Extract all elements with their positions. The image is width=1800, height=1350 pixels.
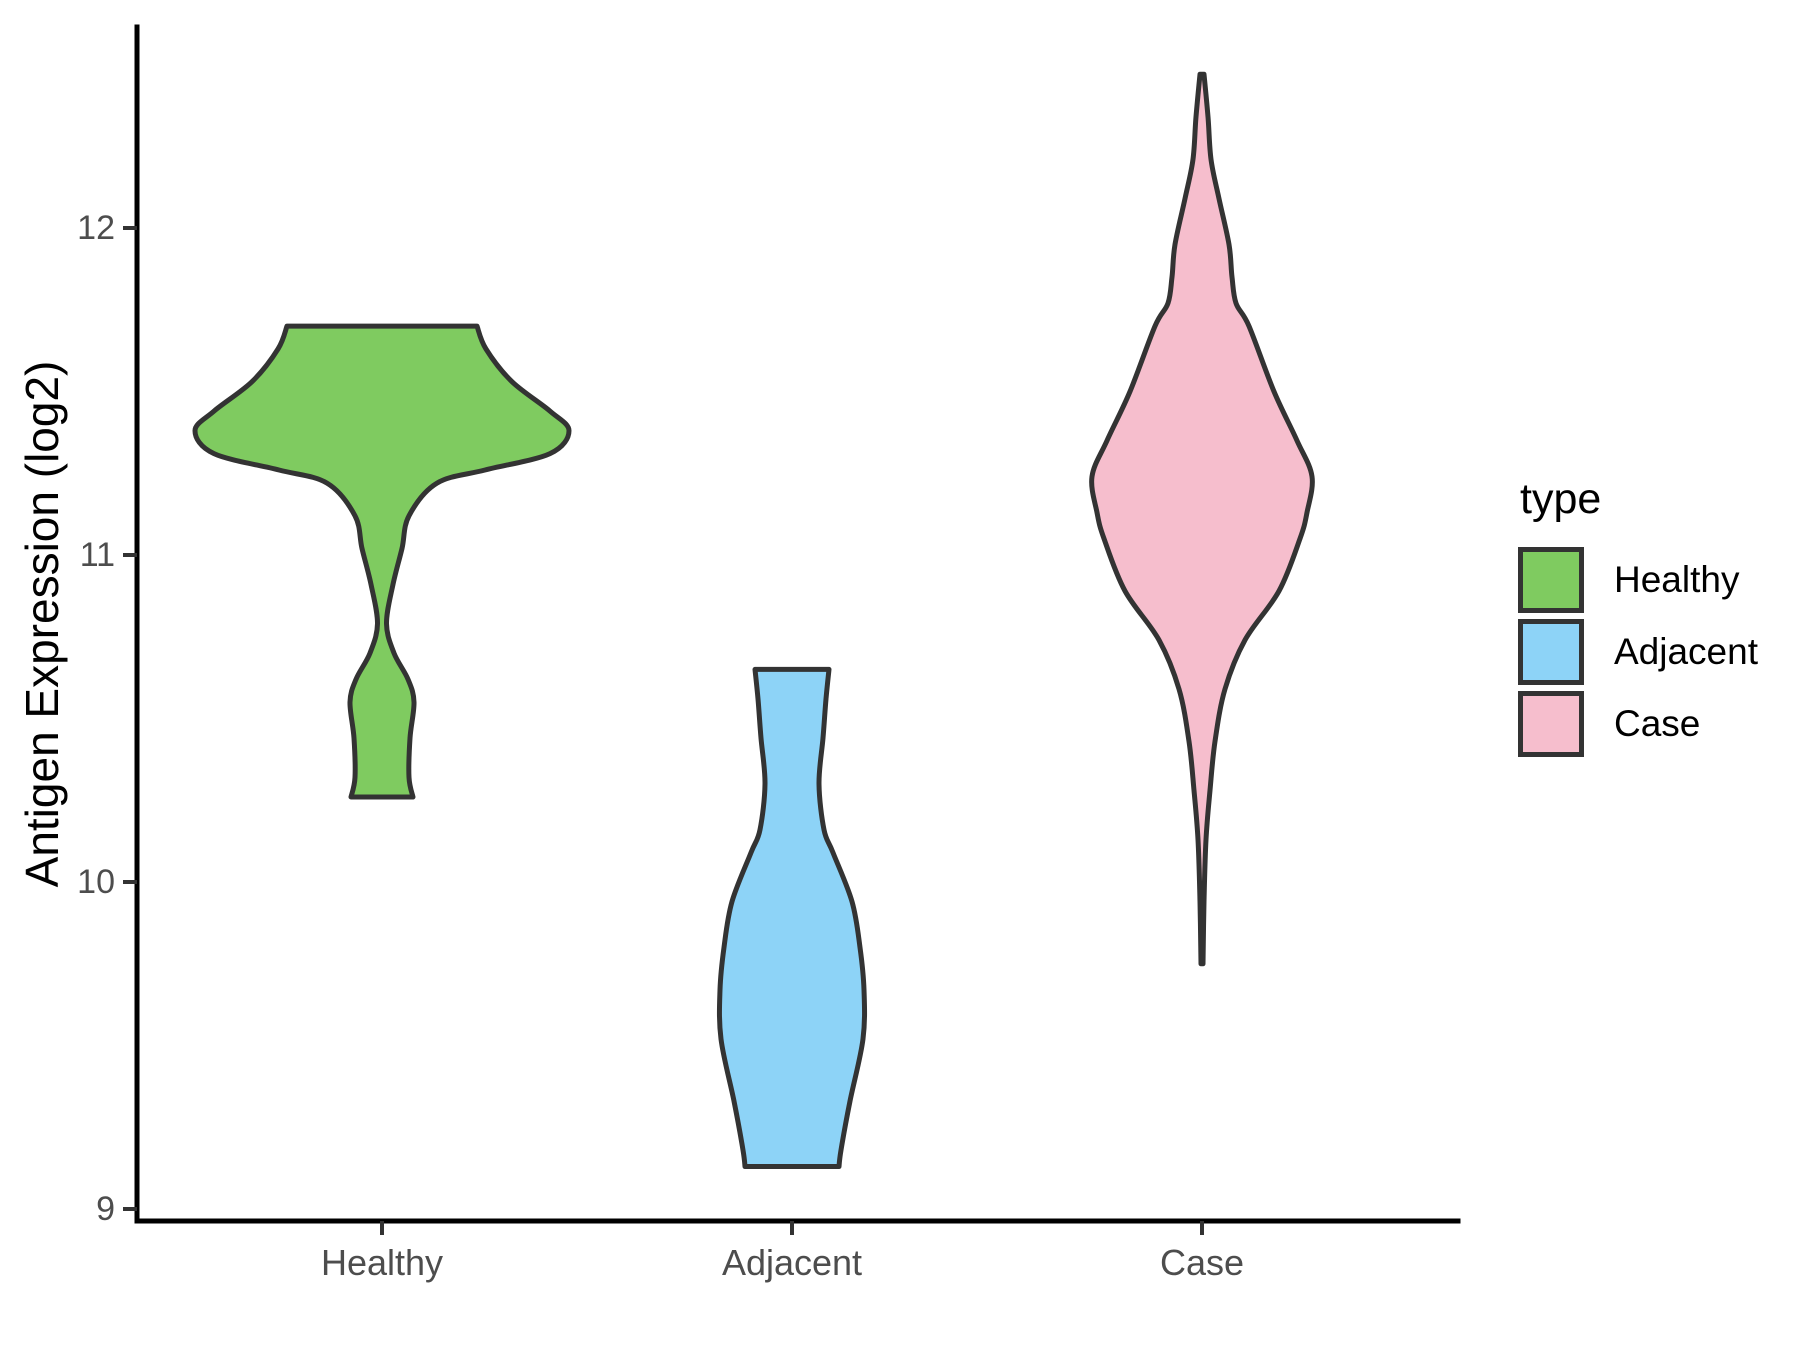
violin-adjacent [716,666,868,1169]
axis-lines [134,24,1461,1224]
y-tick-label-11: 11 [79,536,115,574]
legend-label-adjacent: Adjacent [1614,631,1758,672]
legend-swatch-healthy [1518,547,1584,613]
y-tick-label-10: 10 [77,863,115,901]
legend-entry-case: Case [1518,691,1758,757]
x-tick-label-healthy: Healthy [320,1242,444,1283]
y-tick-label-12: 12 [77,209,115,247]
legend: type Healthy Adjacent Case [1518,478,1758,763]
legend-title: type [1520,475,1602,523]
legend-label-healthy: Healthy [1614,559,1740,600]
y-axis-title: Antigen Expression (log2) [16,360,68,888]
legend-swatch-adjacent [1518,619,1584,685]
legend-entry-adjacent: Adjacent [1518,619,1758,685]
legend-label-case: Case [1614,703,1701,744]
violin-healthy [192,323,572,800]
violin-case [1089,71,1315,967]
x-tick-label-adjacent: Adjacent [721,1242,863,1283]
y-tick-label-9: 9 [96,1190,115,1228]
legend-entry-healthy: Healthy [1518,547,1758,613]
x-tick-label-case: Case [1159,1242,1245,1283]
legend-swatch-case [1518,691,1584,757]
